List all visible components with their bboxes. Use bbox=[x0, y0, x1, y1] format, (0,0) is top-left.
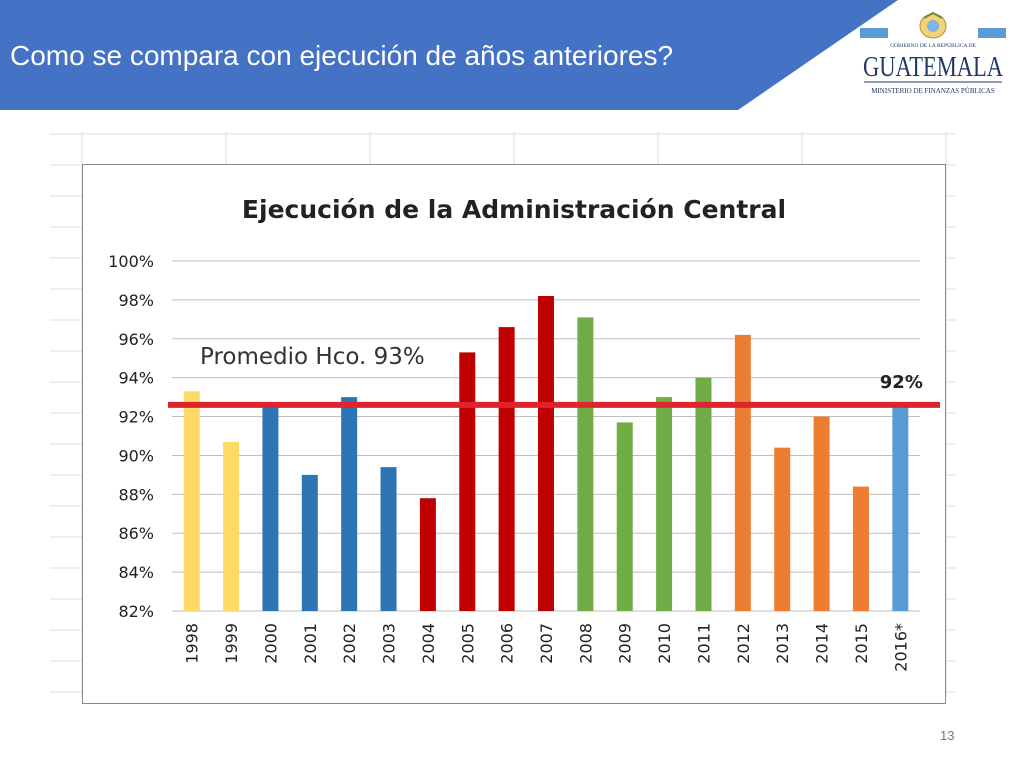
bar-2015 bbox=[852, 486, 869, 611]
x-tick-label: 2010 bbox=[655, 623, 674, 664]
bar-2005 bbox=[459, 352, 476, 611]
y-tick-label: 90% bbox=[118, 446, 154, 465]
bar-2008 bbox=[577, 317, 594, 611]
y-tick-label: 88% bbox=[118, 485, 154, 504]
banner-blue-shape bbox=[0, 0, 898, 110]
bar-2013 bbox=[774, 447, 791, 611]
average-line-label: Promedio Hco. 93% bbox=[200, 344, 425, 370]
bar-2001 bbox=[301, 474, 318, 611]
guatemala-logo: GOBIERNO DE LA REPÚBLICA DE GUATEMALA MI… bbox=[860, 11, 1006, 95]
logo-line2: GUATEMALA bbox=[863, 52, 1004, 83]
x-tick-label: 2015 bbox=[852, 623, 871, 664]
y-tick-label: 84% bbox=[118, 563, 154, 582]
y-tick-label: 82% bbox=[118, 602, 154, 621]
x-tick-label: 2001 bbox=[301, 623, 320, 664]
title-banner bbox=[0, 0, 898, 110]
bar-2016* bbox=[892, 404, 909, 611]
y-tick-label: 96% bbox=[118, 330, 154, 349]
logo-left-stripe bbox=[860, 28, 888, 38]
bar-1999 bbox=[223, 441, 240, 611]
y-tick-label: 86% bbox=[118, 524, 154, 543]
page-number: 13 bbox=[940, 728, 955, 743]
coat-of-arms-icon bbox=[919, 11, 947, 39]
y-axis-ticks: 82% 84% 86% 88% 90% 92% 94% 96% 98% 100% bbox=[108, 252, 154, 621]
x-tick-label: 2008 bbox=[576, 623, 595, 664]
logo-line3: MINISTERIO DE FINANZAS PÚBLICAS bbox=[871, 87, 995, 95]
x-tick-label: 2005 bbox=[458, 623, 477, 664]
logo-line1: GOBIERNO DE LA REPÚBLICA DE bbox=[890, 41, 977, 49]
x-tick-label: 2014 bbox=[813, 623, 832, 664]
logo-right-stripe bbox=[978, 28, 1006, 38]
bar-2011 bbox=[695, 377, 712, 611]
bar-2009 bbox=[616, 422, 633, 611]
x-tick-label: 2004 bbox=[419, 623, 438, 664]
slide-title: Como se compara con ejecución de años an… bbox=[10, 40, 674, 71]
y-tick-label: 94% bbox=[118, 369, 154, 388]
x-tick-label: 2011 bbox=[694, 623, 713, 664]
bars bbox=[183, 296, 909, 611]
bar-2000 bbox=[262, 404, 279, 611]
x-tick-label: 2006 bbox=[498, 623, 517, 664]
bar-2004 bbox=[419, 498, 436, 611]
last-bar-annotation: 92% bbox=[880, 372, 923, 393]
x-tick-label: 2002 bbox=[340, 623, 359, 664]
x-tick-label: 2016* bbox=[891, 623, 910, 672]
y-tick-label: 98% bbox=[118, 291, 154, 310]
bar-1998 bbox=[183, 391, 200, 611]
x-axis-ticks: 1998 1999 2000 2001 2002 2003 2004 2005 2006 2007… bbox=[183, 623, 911, 672]
x-tick-label: 2000 bbox=[261, 623, 280, 664]
x-tick-label: 1998 bbox=[183, 623, 202, 664]
bar-2012 bbox=[734, 334, 751, 611]
y-tick-label: 92% bbox=[118, 408, 154, 427]
y-tick-label: 100% bbox=[108, 252, 154, 271]
x-tick-label: 2013 bbox=[773, 623, 792, 664]
bar-2006 bbox=[498, 327, 515, 611]
x-tick-label: 2009 bbox=[616, 623, 635, 664]
bar-chart: Ejecución de la Administración Central 8… bbox=[82, 164, 946, 704]
bar-2010 bbox=[656, 397, 673, 611]
bar-2003 bbox=[380, 467, 397, 611]
x-tick-label: 2003 bbox=[380, 623, 399, 664]
bar-2014 bbox=[813, 416, 830, 611]
x-tick-label: 1999 bbox=[222, 623, 241, 664]
x-tick-label: 2007 bbox=[537, 623, 556, 664]
bar-2002 bbox=[341, 397, 358, 611]
x-tick-label: 2012 bbox=[734, 623, 753, 664]
chart-title: Ejecución de la Administración Central bbox=[242, 195, 786, 224]
bar-2007 bbox=[538, 296, 554, 611]
